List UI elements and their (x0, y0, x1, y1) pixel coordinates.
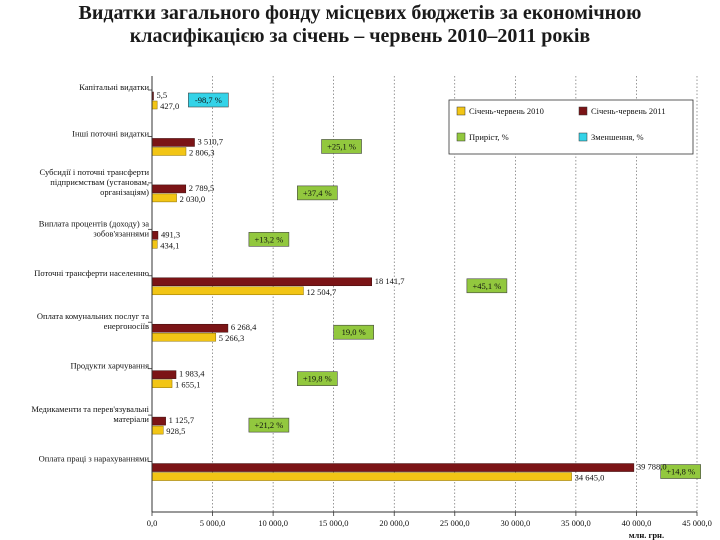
legend-label: Січень-червень 2010 (469, 106, 544, 116)
legend-swatch (578, 132, 588, 142)
change-badge (321, 139, 362, 154)
category-label: організаціям) (100, 187, 149, 197)
change-badge (297, 371, 338, 386)
value-label-2010: 34 645,0 (575, 473, 605, 483)
change-badge (248, 232, 290, 247)
category-label: Поточні трансферти населенню (34, 268, 149, 278)
value-label-2010: 1 655,1 (175, 380, 201, 390)
value-label-2011: 1 125,7 (169, 415, 195, 425)
value-label-2011: 18 141,7 (375, 276, 405, 286)
change-label: 19,0 % (342, 327, 366, 337)
bar-2010 (151, 100, 158, 110)
change-badge (466, 278, 508, 294)
value-label-2010: 12 504,7 (306, 287, 336, 297)
value-label-2011: 3 510,7 (198, 136, 224, 146)
change-label: +25,1 % (327, 141, 356, 151)
change-badge (333, 324, 374, 340)
bars (151, 91, 701, 481)
x-tick-label: 20 000,0 (379, 518, 409, 528)
bar-2010 (151, 286, 304, 296)
change-label: +37,4 % (303, 188, 332, 198)
category-label: підприємствам (установам, (50, 177, 149, 187)
legend-swatch (578, 106, 588, 116)
category-label: Продукти харчування (70, 361, 149, 371)
x-axis: 0,0 5 000,0 10 000,0 15 000,0 20 000,0 25 000… (147, 76, 712, 540)
x-tick-label: 40 000,0 (622, 518, 652, 528)
chart-title: Видатки загального фонду місцевих бюджет… (0, 2, 720, 48)
value-label-2010: 5 266,3 (219, 333, 245, 343)
x-tick-label: 5 000,0 (200, 518, 226, 528)
bar-2011 (151, 416, 166, 426)
bar-2011 (151, 184, 187, 194)
bar-2011 (151, 277, 372, 287)
value-label-2011: 2 789,5 (189, 183, 215, 193)
bar-2010 (151, 240, 158, 249)
change-badge (248, 417, 290, 433)
change-badge (188, 92, 229, 108)
value-label-2010: 2 030,0 (180, 194, 206, 204)
legend-label: Січень-червень 2011 (591, 106, 666, 116)
value-label-2011: 491,3 (161, 229, 180, 239)
legend-box (448, 99, 694, 155)
bar-2010 (151, 332, 217, 342)
legend-swatch (456, 106, 466, 116)
category-label: Оплата праці з нарахуваннями (39, 454, 150, 464)
change-badge (660, 464, 701, 479)
value-label-2011: 5,5 (157, 90, 168, 100)
value-label-2010: 2 806,3 (189, 147, 215, 157)
category-label: зобов'язаннями (93, 228, 149, 238)
bar-2010 (151, 425, 164, 435)
legend-swatch (456, 132, 466, 142)
category-label: Капітальні видатки (79, 82, 149, 92)
x-tick-label: 10 000,0 (258, 518, 288, 528)
change-label: +21,2 % (254, 420, 283, 430)
category-label: Медикаменти та перев'язувальні (31, 404, 149, 414)
category-label: Оплата комунальних послуг та (37, 311, 149, 321)
category-label: матеріали (113, 414, 149, 424)
value-label-2010: 427,0 (160, 101, 179, 111)
change-label: +19,8 % (303, 374, 332, 384)
x-tick-label: 15 000,0 (319, 518, 349, 528)
legend-label: Зменшення, % (591, 132, 644, 142)
x-axis-label: млн. грн. (629, 530, 664, 540)
value-label-2011: 6 268,4 (231, 322, 257, 332)
x-tick-label: 0,0 (147, 518, 158, 528)
change-label: +14,8 % (666, 467, 695, 477)
x-tick-label: 45 000,0 (682, 518, 712, 528)
category-label: Виплата процентів (доходу) за (39, 218, 149, 228)
category-label: Інші поточні видатки (72, 128, 149, 138)
legend: Січень-червень 2010 Січень-червень 2011 Пр… (448, 99, 694, 155)
x-tick-label: 35 000,0 (561, 518, 591, 528)
value-label-2010: 434,1 (160, 240, 179, 250)
x-tick-label: 25 000,0 (440, 518, 470, 528)
category-label: Субсидії і поточні трансферти (40, 167, 150, 177)
change-badge (297, 185, 338, 201)
x-tick-label: 30 000,0 (500, 518, 530, 528)
bar-2010 (151, 472, 572, 481)
bar-2011 (151, 323, 229, 333)
change-label: -98,7 % (195, 95, 222, 105)
value-label-2010: 928,5 (166, 426, 185, 436)
bar-2011 (151, 231, 159, 240)
value-label-2011: 39 788,0 (637, 462, 667, 472)
chart-title-line-1: Видатки загального фонду місцевих бюджет… (78, 2, 642, 24)
bar-2011 (151, 463, 635, 472)
category-label: енергоносіїв (104, 321, 149, 331)
bar-2010 (151, 379, 173, 388)
change-label: +45,1 % (472, 281, 501, 291)
chart-title-line-2: класифікацією за січень – червень 2010–2… (129, 25, 591, 47)
legend-label: Приріст, % (469, 132, 509, 142)
value-label-2011: 1 983,4 (179, 369, 205, 379)
bar-2011 (151, 138, 195, 147)
bar-2010 (151, 147, 187, 156)
bar-2010 (151, 193, 177, 203)
change-label: +13,2 % (254, 234, 283, 244)
bar-2011 (151, 370, 177, 379)
